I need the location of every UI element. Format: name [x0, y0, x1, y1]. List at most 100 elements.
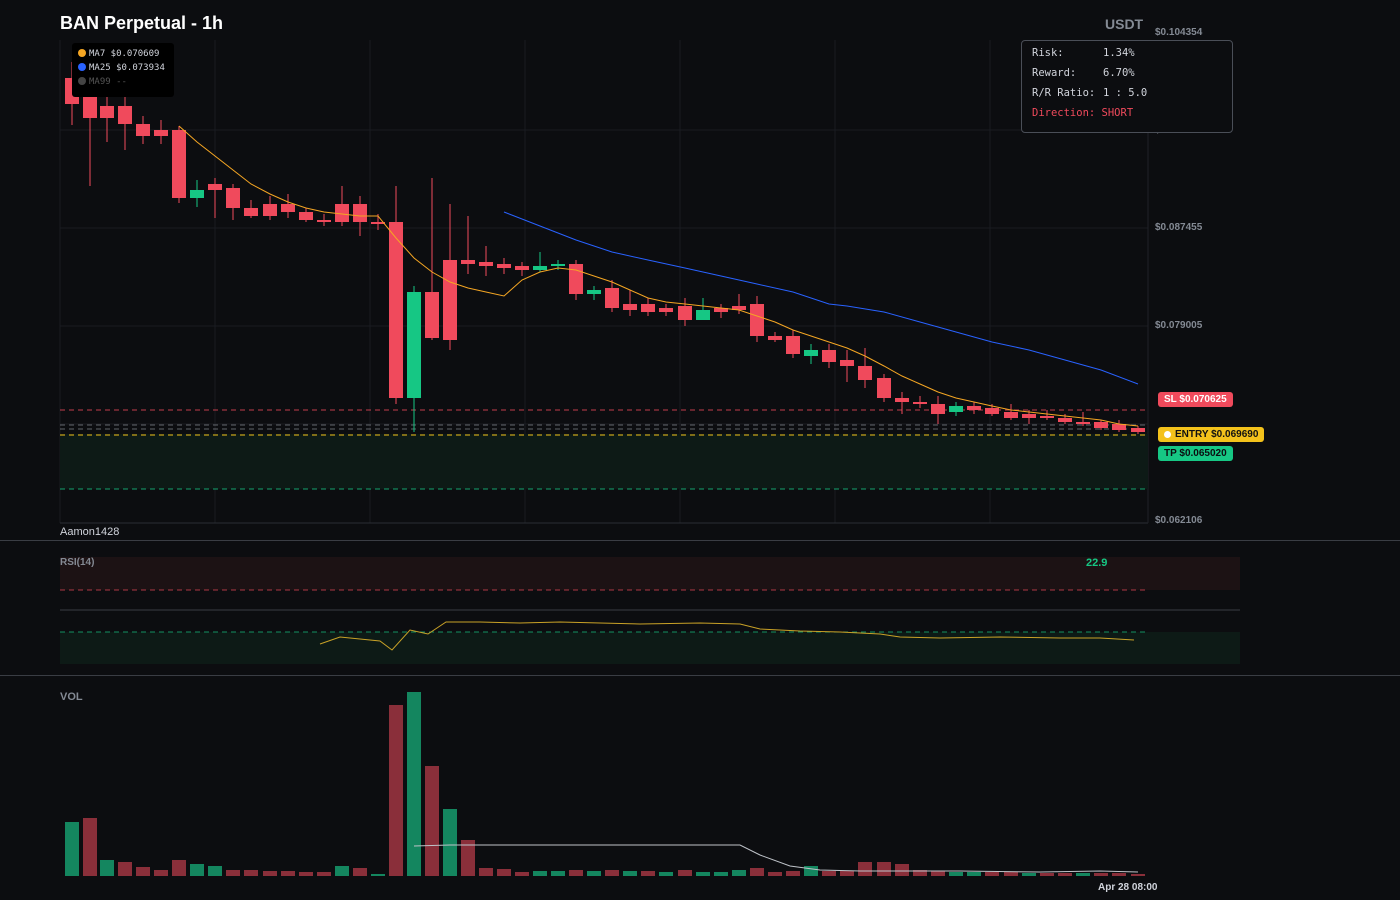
- stop-loss-tag: SL $0.070625: [1158, 392, 1233, 407]
- candle-body: [281, 204, 295, 212]
- price-axis-label: $0.062106: [1155, 515, 1203, 526]
- chart-title: BAN Perpetual - 1h: [60, 13, 224, 33]
- candle-body: [1004, 412, 1018, 418]
- volume-bar: [335, 866, 349, 876]
- volume-bar: [822, 871, 836, 876]
- volume-bar: [497, 869, 511, 876]
- volume-bar: [1094, 873, 1108, 876]
- volume-bar: [1112, 873, 1126, 876]
- volume-bar: [840, 871, 854, 876]
- volume-bar: [443, 809, 457, 876]
- price-axis-label: $0.104354: [1155, 27, 1203, 38]
- volume-bar: [985, 872, 999, 876]
- legend-ma99: MA99 --: [78, 76, 127, 88]
- volume-label: VOL: [60, 691, 83, 703]
- candle-body: [931, 404, 945, 414]
- candle-body: [1112, 424, 1126, 430]
- volume-bar: [641, 871, 655, 876]
- price-axis-label: $0.087455: [1155, 222, 1203, 233]
- entry-dot-icon: [1164, 431, 1171, 438]
- volume-bar: [100, 860, 114, 876]
- candle-body: [533, 266, 547, 270]
- candle-body: [1131, 428, 1145, 432]
- pane-divider[interactable]: [0, 675, 1400, 676]
- rsi-line: [319, 621, 1135, 651]
- candle-body: [877, 378, 891, 398]
- volume-bar: [263, 871, 277, 876]
- legend-ma7: MA7 $0.070609: [78, 48, 159, 60]
- volume-bar: [569, 870, 583, 876]
- reward-label: Reward:: [1032, 67, 1077, 79]
- candle-body: [913, 402, 927, 404]
- volume-bar: [605, 870, 619, 876]
- candle-body: [1058, 418, 1072, 422]
- candle-body: [551, 264, 565, 266]
- volume-ma-line: [413, 844, 1139, 873]
- rr-ratio-value: 1 : 5.0: [1103, 87, 1148, 99]
- candle-body: [335, 204, 349, 222]
- candle-body: [497, 264, 511, 268]
- volume-bar: [678, 870, 692, 876]
- ma99-color-dot-icon: [78, 77, 86, 85]
- candle-body: [1022, 414, 1036, 418]
- candle-body: [244, 208, 258, 216]
- rsi-oversold-zone: [60, 632, 1240, 664]
- candle-body: [479, 262, 493, 266]
- ma7-line: [178, 125, 1139, 427]
- pane-divider[interactable]: [0, 540, 1400, 541]
- volume-bar: [768, 872, 782, 876]
- candle-body: [858, 366, 872, 380]
- volume-bar: [226, 870, 240, 876]
- volume-bar: [659, 872, 673, 876]
- volume-bar: [317, 872, 331, 876]
- volume-bar: [172, 860, 186, 876]
- candle-body: [623, 304, 637, 310]
- volume-bar: [587, 871, 601, 876]
- volume-bar: [136, 867, 150, 876]
- volume-bar: [1022, 873, 1036, 876]
- candle-body: [786, 336, 800, 354]
- candle-body: [732, 306, 746, 310]
- candle-body: [985, 408, 999, 414]
- volume-bar: [425, 766, 439, 876]
- candle-body: [714, 308, 728, 312]
- volume-bar: [154, 870, 168, 876]
- candle-body: [678, 306, 692, 320]
- take-profit-zone: [60, 434, 1148, 489]
- candle-body: [967, 406, 981, 410]
- volume-bar: [244, 870, 258, 876]
- candle-body: [696, 310, 710, 320]
- reward-value: 6.70%: [1103, 67, 1135, 79]
- candle-body: [804, 350, 818, 356]
- candle-body: [461, 260, 475, 264]
- candle-body: [371, 222, 385, 224]
- volume-bar: [858, 862, 872, 876]
- candle-body: [587, 290, 601, 294]
- volume-bar: [895, 864, 909, 876]
- volume-bar: [371, 874, 385, 876]
- ma25-color-dot-icon: [78, 63, 86, 71]
- volume-bar: [1058, 873, 1072, 876]
- candle-body: [822, 350, 836, 362]
- volume-bar: [118, 862, 132, 876]
- candle-body: [407, 292, 421, 398]
- candle-body: [949, 406, 963, 412]
- risk-reward-panel: Risk: 1.34% Reward: 6.70% R/R Ratio: 1 :…: [1021, 40, 1233, 133]
- candle-body: [154, 130, 168, 136]
- risk-value: 1.34%: [1103, 47, 1135, 59]
- candle-body: [83, 96, 97, 118]
- candle-body: [641, 304, 655, 312]
- candle-body: [659, 308, 673, 312]
- volume-bar: [190, 864, 204, 876]
- candle-body: [118, 106, 132, 124]
- author-watermark: Aamon1428: [60, 526, 120, 538]
- candle-body: [840, 360, 854, 366]
- time-axis-label: Apr 28 08:00: [1098, 882, 1158, 893]
- volume-bar: [786, 871, 800, 876]
- candle-body: [1076, 422, 1090, 424]
- volume-bar: [750, 868, 764, 876]
- volume-bar: [533, 871, 547, 876]
- volume-bar: [299, 872, 313, 876]
- volume-bar: [696, 872, 710, 876]
